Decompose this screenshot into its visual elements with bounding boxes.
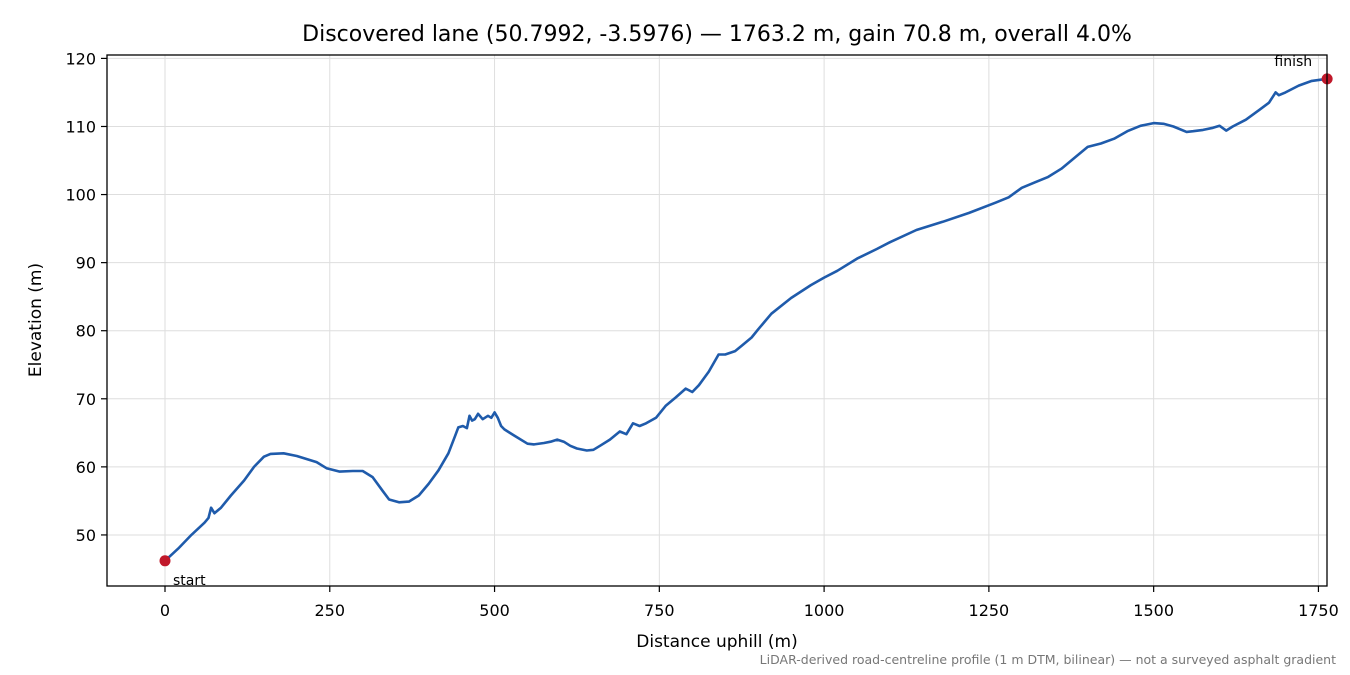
x-axis-label: Distance uphill (m) [636, 632, 797, 652]
elevation-line [163, 77, 1329, 563]
x-tick-label: 1000 [804, 601, 845, 620]
marker-layer: start finish [159, 54, 1333, 589]
y-tick-label: 110 [65, 117, 96, 136]
x-tick-label: 250 [315, 601, 346, 620]
x-tick-label: 1500 [1133, 601, 1174, 620]
start-label: start [173, 573, 206, 589]
y-tick-label: 70 [76, 390, 96, 409]
start-marker [159, 555, 171, 567]
chart-title: Discovered lane (50.7992, -3.5976) — 176… [302, 22, 1132, 47]
x-axis-ticks: 0 250 500 750 1000 1250 1500 1750 [160, 586, 1339, 620]
plot-frame [106, 54, 1328, 587]
x-tick-label: 0 [160, 601, 170, 620]
y-tick-label: 80 [76, 322, 96, 341]
y-tick-label: 90 [76, 254, 96, 273]
y-tick-label: 120 [65, 49, 96, 68]
x-tick-label: 750 [644, 601, 675, 620]
x-tick-label: 1750 [1298, 601, 1339, 620]
y-tick-label: 60 [76, 458, 96, 477]
grid-lines [107, 55, 1327, 586]
y-axis-ticks: 50 60 70 80 90 100 110 120 [65, 49, 107, 545]
x-tick-label: 500 [479, 601, 510, 620]
footnote: LiDAR-derived road-centreline profile (1… [760, 652, 1336, 667]
series-layer [163, 77, 1329, 563]
y-tick-label: 100 [65, 186, 96, 205]
x-tick-label: 1250 [969, 601, 1010, 620]
finish-label: finish [1274, 54, 1312, 70]
y-axis-label: Elevation (m) [26, 263, 46, 377]
y-tick-label: 50 [76, 526, 96, 545]
